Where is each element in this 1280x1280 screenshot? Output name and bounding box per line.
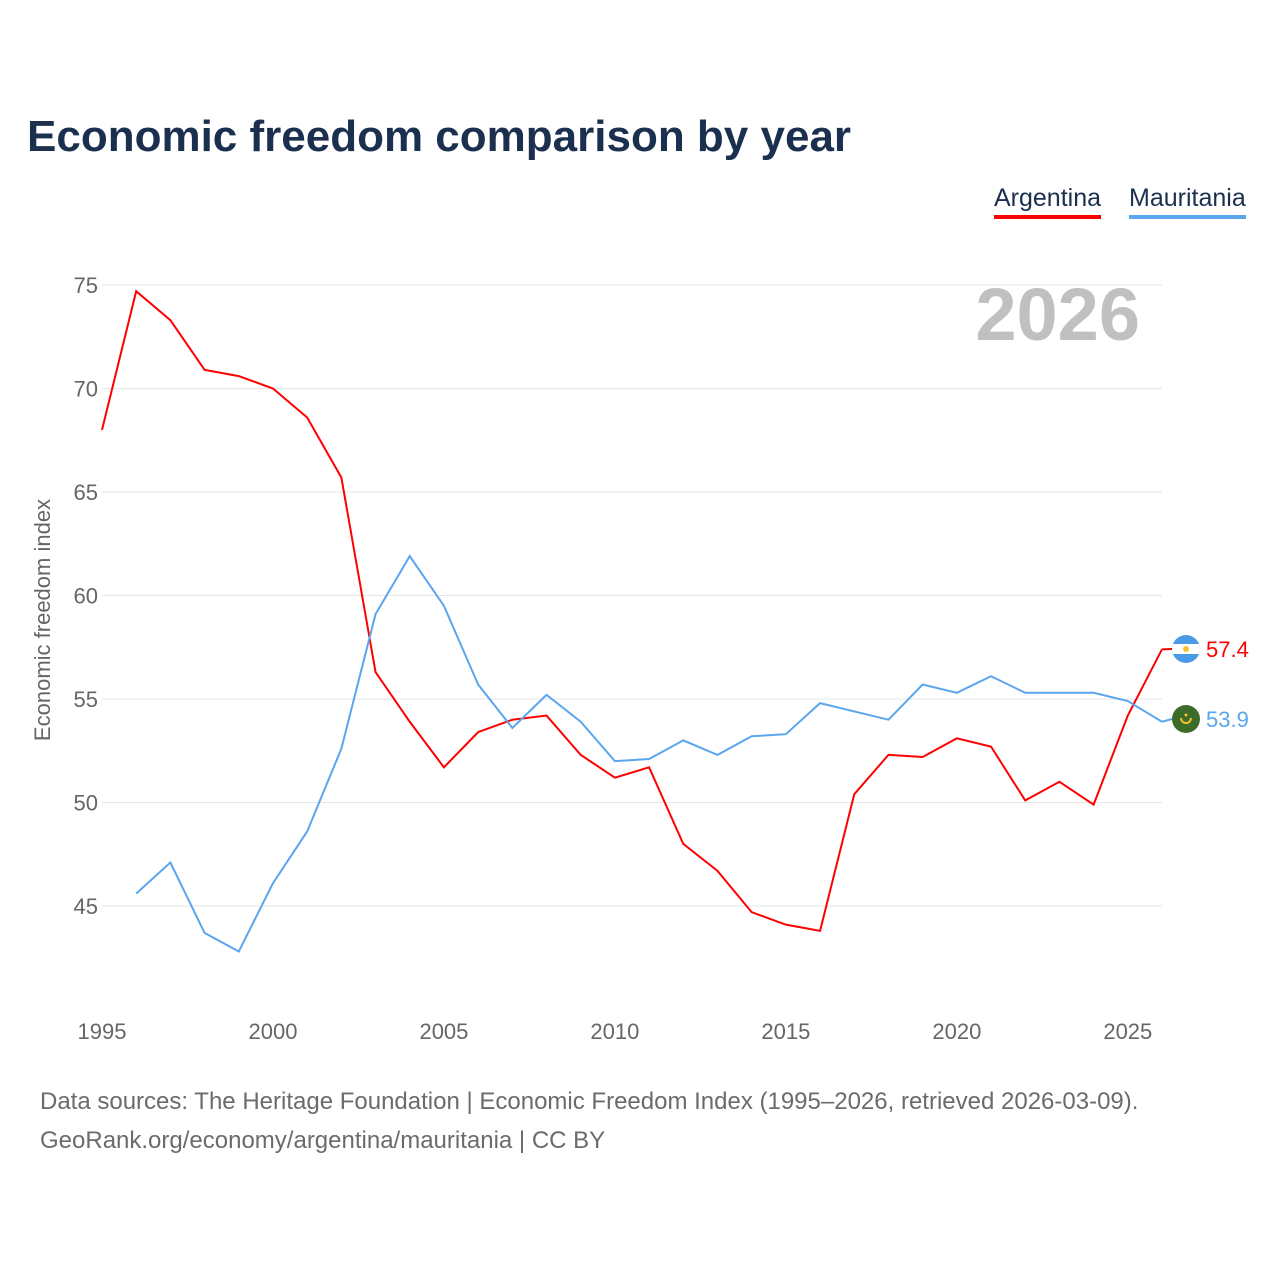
end-value-label: 53.9 [1206,707,1249,732]
legend-mauritania[interactable]: Mauritania [1129,184,1246,219]
x-tick-label: 2020 [932,1019,981,1044]
end-value-label: 57.4 [1206,637,1249,662]
y-tick-label: 60 [74,584,98,609]
y-tick-label: 55 [74,687,98,712]
x-tick-label: 2025 [1103,1019,1152,1044]
x-tick-label: 1995 [78,1019,127,1044]
y-tick-label: 65 [74,480,98,505]
y-tick-label: 70 [74,377,98,402]
series-line-argentina [101,289,1163,932]
series-line-mauritania [135,554,1163,953]
y-axis-label: Economic freedom index [30,499,55,741]
footer-sources: Data sources: The Heritage Foundation | … [40,1088,1139,1115]
argentina-flag-icon [1172,635,1200,663]
legend-argentina[interactable]: Argentina [994,184,1102,219]
footer-attribution[interactable]: GeoRank.org/economy/argentina/mauritania… [40,1127,606,1154]
year-watermark: 2026 [975,273,1140,356]
chart-title: Economic freedom comparison by year [27,112,852,161]
label-connector [1161,718,1173,723]
x-tick-label: 2015 [761,1019,810,1044]
y-tick-label: 75 [74,273,98,298]
x-tick-label: 2005 [419,1019,468,1044]
mauritania-flag-icon [1172,705,1200,733]
x-tick-label: 2010 [590,1019,639,1044]
y-tick-label: 50 [74,791,98,816]
x-tick-label: 2000 [248,1019,297,1044]
y-tick-label: 45 [74,894,98,919]
